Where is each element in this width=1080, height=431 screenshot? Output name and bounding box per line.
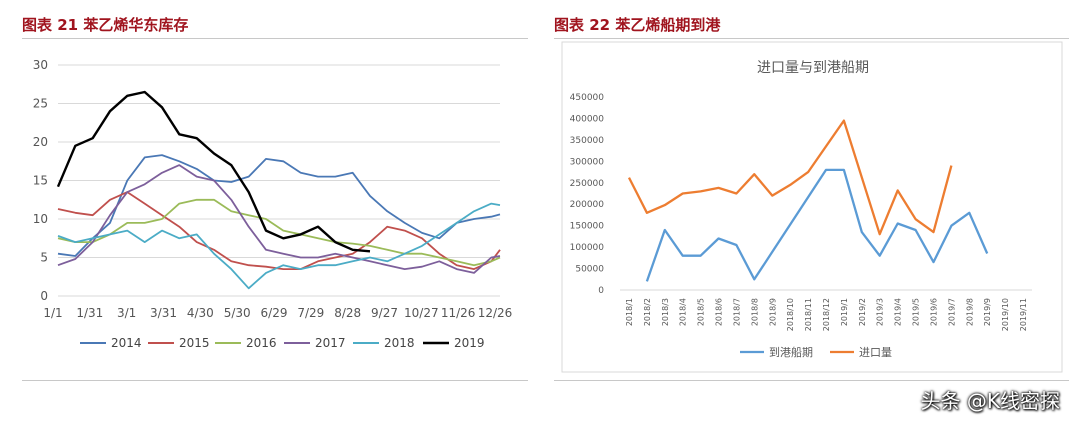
x-tick-label: 5/30	[224, 306, 251, 320]
y-tick-label: 100000	[570, 243, 605, 253]
x-tick-label: 2018/2	[643, 298, 652, 326]
x-tick-label: 2019/2	[858, 298, 867, 326]
x-tick-label: 10/27	[404, 306, 439, 320]
x-tick-label: 2019/8	[965, 298, 974, 326]
series-line-进口量	[627, 119, 953, 236]
right-panel: 图表 22 苯乙烯船期到港 进口量与到港船期 0 50000 100000 150000…	[540, 0, 1080, 431]
y-tick-label: 400000	[570, 114, 605, 124]
x-tick-label: 12/26	[478, 306, 513, 320]
y-tick-label: 250000	[570, 179, 605, 189]
x-tick-label: 2019/11	[1019, 298, 1028, 331]
y-tick-label: 10	[33, 212, 48, 226]
legend-label-2018: 2018	[384, 336, 415, 350]
left-panel: 图表 21 苯乙烯华东库存 0 5 10 15 20 25 30 1/1 1/31 3/1 3/31…	[22, 16, 528, 381]
x-tick-label: 2019/5	[912, 298, 921, 326]
x-tick-label: 4/30	[187, 306, 214, 320]
y-tick-label: 5	[40, 251, 48, 265]
right-bottom-rule	[554, 380, 1069, 381]
series-line-2017	[57, 164, 501, 274]
legend-label: 到港船期	[769, 345, 813, 359]
chart-inner-title: 进口量与到港船期	[757, 60, 869, 76]
x-tick-label: 2019/6	[929, 298, 938, 326]
series-line-2018	[57, 202, 501, 290]
y-tick-label: 20	[33, 135, 48, 149]
legend-label-2019: 2019	[454, 336, 485, 350]
series-line-2014	[57, 154, 501, 257]
y-tick-label: 0	[40, 289, 48, 303]
right-chart-title: 图表 22 苯乙烯船期到港	[554, 16, 721, 34]
x-tick-label: 2018/10	[786, 298, 795, 331]
x-tick-label: 2018/6	[715, 298, 724, 326]
y-tick-label: 350000	[570, 136, 605, 146]
y-tick-label: 200000	[570, 200, 605, 210]
series-line-2016	[57, 198, 501, 267]
x-tick-label: 2018/7	[732, 298, 741, 326]
y-tick-label: 15	[33, 174, 48, 188]
x-tick-label: 3/31	[150, 306, 177, 320]
shipment-chart: 进口量与到港船期 0 50000 100000 150000 200000 250000 30…	[561, 41, 1063, 373]
legend-label: 进口量	[859, 346, 892, 359]
y-tick-label: 50000	[575, 265, 604, 275]
x-tick-label: 2019/3	[876, 298, 885, 326]
x-tick-label: 8/28	[334, 306, 361, 320]
x-tick-label: 2018/1	[625, 298, 634, 326]
legend-label-2016: 2016	[246, 336, 277, 350]
y-tick-label: 0	[598, 286, 604, 296]
left-chart-title: 图表 21 苯乙烯华东库存	[22, 16, 189, 34]
x-tick-label: 2018/12	[822, 298, 831, 331]
x-tick-label: 1/31	[76, 306, 103, 320]
right-title-rule	[554, 38, 1069, 39]
x-tick-label: 6/29	[261, 306, 288, 320]
x-tick-label: 3/1	[117, 306, 136, 320]
x-tick-label: 2019/7	[947, 298, 956, 326]
y-tick-label: 300000	[570, 157, 605, 167]
y-tick-label: 25	[33, 97, 48, 111]
x-tick-label: 2019/1	[840, 298, 849, 326]
series-line-2015	[57, 191, 501, 271]
x-tick-label: 2018/8	[750, 298, 759, 326]
x-tick-label: 11/26	[441, 306, 476, 320]
chart-frame	[561, 41, 1063, 373]
x-tick-label: 7/29	[297, 306, 324, 320]
x-tick-label: 2018/4	[679, 298, 688, 326]
x-tick-label: 2018/9	[768, 298, 777, 326]
left-title-rule	[22, 38, 528, 39]
x-tick-label: 2018/11	[804, 298, 813, 331]
x-tick-label: 2018/3	[661, 298, 670, 326]
x-tick-label: 2019/10	[1001, 298, 1010, 331]
x-tick-label: 9/27	[371, 306, 398, 320]
y-tick-label: 150000	[570, 222, 605, 232]
series-line-2019	[56, 90, 371, 253]
y-tick-label: 30	[33, 58, 48, 72]
x-tick-label: 2019/9	[983, 298, 992, 326]
watermark-text: 头条 @K线密探	[920, 389, 1060, 413]
x-tick-label: 2019/4	[894, 298, 903, 326]
left-bottom-rule	[22, 380, 528, 381]
x-tick-label: 1/1	[43, 306, 62, 320]
legend-label-2015: 2015	[179, 336, 210, 350]
legend-label-2017: 2017	[315, 336, 346, 350]
legend-label-2014: 2014	[111, 336, 142, 350]
inventory-chart: 0 5 10 15 20 25 30 1/1 1/31 3/1 3/31 4/30 5/30 6/29 7/…	[33, 58, 513, 350]
series-line-到港船期	[645, 168, 989, 282]
y-tick-label: 450000	[570, 93, 605, 103]
x-tick-label: 2018/5	[697, 298, 706, 326]
